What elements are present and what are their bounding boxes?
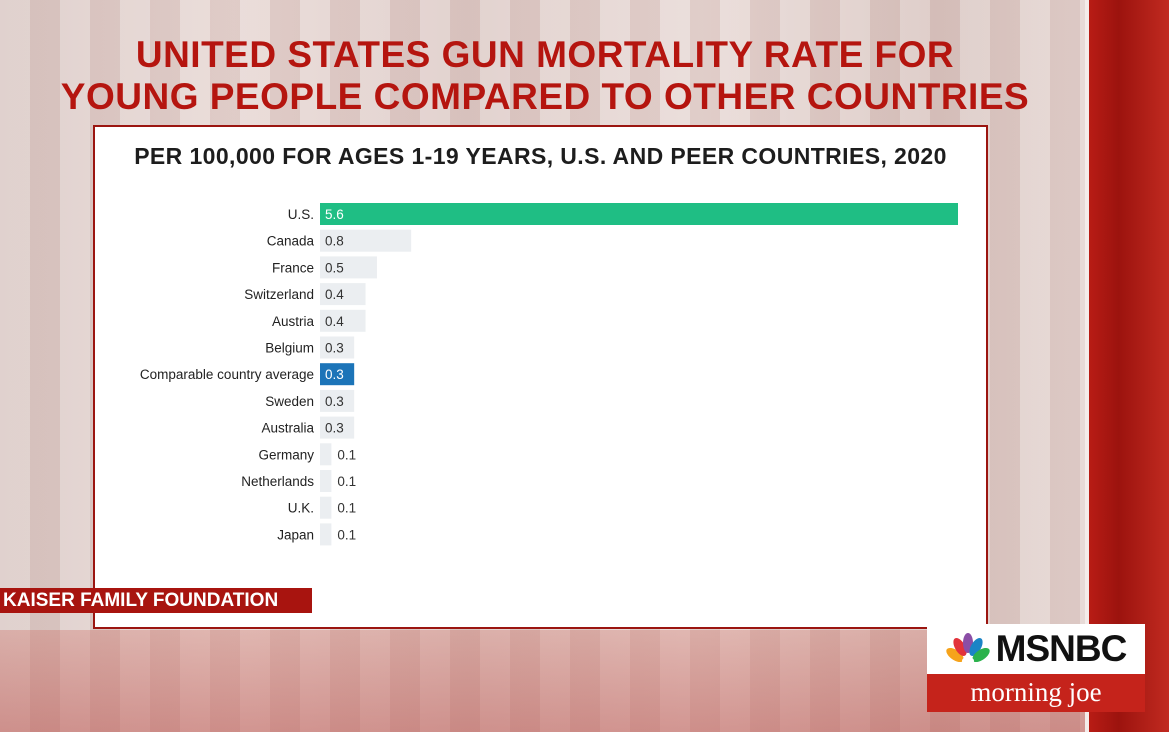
value-label-u-s: 5.6 <box>325 207 344 222</box>
category-label-austria: Austria <box>272 314 315 329</box>
source-label: KAISER FAMILY FOUNDATION <box>0 588 312 613</box>
bar-france <box>320 256 377 279</box>
category-label-comparable-country-average: Comparable country average <box>140 367 314 382</box>
studio-wall-red <box>1085 0 1169 732</box>
category-label-australia: Australia <box>261 421 314 436</box>
network-wordmark: MSNBC <box>995 628 1128 669</box>
value-label-switzerland: 0.4 <box>325 287 344 302</box>
value-label-australia: 0.3 <box>325 421 344 436</box>
bar-japan <box>320 523 332 546</box>
value-label-france: 0.5 <box>325 260 344 275</box>
bar-u-s <box>320 203 958 225</box>
category-label-netherlands: Netherlands <box>241 474 314 489</box>
bar-belgium <box>320 336 355 359</box>
category-label-france: France <box>272 260 314 275</box>
value-label-germany: 0.1 <box>337 447 356 462</box>
bar-switzerland <box>320 283 366 306</box>
bar-netherlands <box>320 470 332 492</box>
category-label-germany: Germany <box>258 447 314 462</box>
value-label-austria: 0.4 <box>325 314 344 329</box>
category-label-sweden: Sweden <box>265 394 314 409</box>
value-label-sweden: 0.3 <box>325 394 344 409</box>
value-label-belgium: 0.3 <box>325 341 344 356</box>
network-logo: MSNBC morning joe <box>927 624 1145 712</box>
logo-top: MSNBC <box>927 624 1145 674</box>
category-label-japan: Japan <box>277 527 314 542</box>
bar-sweden <box>320 389 355 412</box>
category-label-canada: Canada <box>267 234 315 249</box>
bar-australia <box>320 416 355 439</box>
show-wordmark: morning joe <box>927 674 1145 712</box>
category-label-u-k: U.K. <box>288 501 314 516</box>
bar-comparable-country-average <box>320 363 355 386</box>
chart-card: PER 100,000 FOR AGES 1-19 YEARS, U.S. AN… <box>93 125 988 629</box>
headline: UNITED STATES GUN MORTALITY RATE FOR YOU… <box>0 34 1090 118</box>
headline-line-1: UNITED STATES GUN MORTALITY RATE FOR <box>135 34 955 75</box>
chart-title: PER 100,000 FOR AGES 1-19 YEARS, U.S. AN… <box>134 143 947 169</box>
bar-austria <box>320 309 366 332</box>
bar-canada <box>320 229 412 252</box>
value-label-japan: 0.1 <box>337 527 356 542</box>
studio-floor <box>0 630 1085 732</box>
bar-germany <box>320 443 332 466</box>
bar-u-k <box>320 496 332 519</box>
headline-line-2: YOUNG PEOPLE COMPARED TO OTHER COUNTRIES <box>60 76 1030 117</box>
category-label-u-s: U.S. <box>288 207 314 222</box>
value-label-u-k: 0.1 <box>337 501 356 516</box>
value-label-canada: 0.8 <box>325 234 344 249</box>
category-label-switzerland: Switzerland <box>244 287 314 302</box>
bar-chart: U.S. 5.6 Canada 0.8 France 0.5 Switzerland 0.4 A… <box>140 203 958 546</box>
value-label-netherlands: 0.1 <box>337 474 356 489</box>
category-label-belgium: Belgium <box>265 341 314 356</box>
value-label-comparable-country-average: 0.3 <box>325 367 344 382</box>
peacock-icon <box>945 633 990 665</box>
